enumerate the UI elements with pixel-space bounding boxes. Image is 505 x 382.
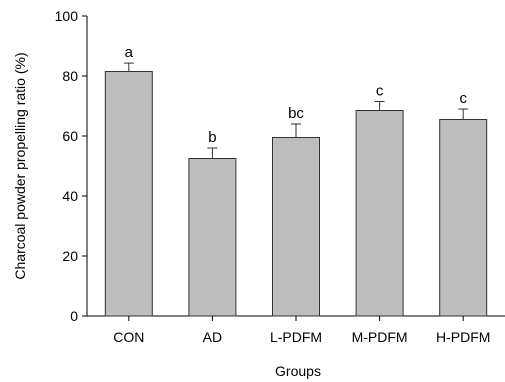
bar <box>104 71 153 317</box>
x-tick-label: H-PDFM <box>436 329 490 345</box>
y-tick-label: 100 <box>55 8 79 24</box>
y-axis-title: Charcoal powder propelling ratio (%) <box>12 52 28 279</box>
y-tick-label: 20 <box>62 248 78 264</box>
bar <box>439 119 488 317</box>
significance-label: b <box>208 129 216 146</box>
x-axis-title: Groups <box>275 363 321 379</box>
x-tick-label: M-PDFM <box>352 329 408 345</box>
y-tick-label: 40 <box>62 188 78 204</box>
x-tick-label: CON <box>113 329 144 345</box>
y-axis-title-group: Charcoal powder propelling ratio (%) <box>12 52 28 279</box>
significance-label: c <box>376 83 384 100</box>
x-tick-label: L-PDFM <box>270 329 322 345</box>
significance-label: bc <box>288 105 304 122</box>
y-tick-label: 60 <box>62 128 78 144</box>
plot-area: 0 20 40 60 80 100 a CON b AD bc L-PDFM c M-PDFM c H-PDF… <box>55 8 505 345</box>
significance-label: c <box>459 90 467 107</box>
y-tick-label: 80 <box>62 68 78 84</box>
bar <box>272 137 320 317</box>
bar <box>355 110 404 317</box>
significance-label: a <box>125 44 134 61</box>
bar <box>188 158 237 317</box>
x-tick-label: AD <box>203 329 222 345</box>
y-tick-label: 0 <box>70 308 78 324</box>
